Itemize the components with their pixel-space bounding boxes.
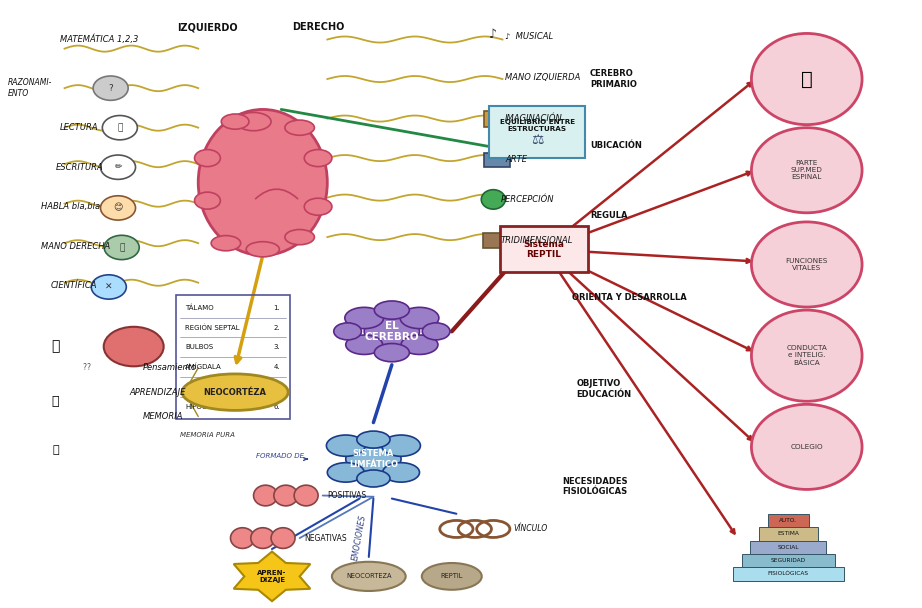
Ellipse shape [274,485,298,506]
Ellipse shape [422,323,450,340]
Ellipse shape [102,116,137,140]
Ellipse shape [285,120,314,136]
FancyBboxPatch shape [484,153,510,167]
Text: 2.: 2. [274,325,280,331]
Ellipse shape [251,528,275,548]
Ellipse shape [326,435,365,456]
Text: ✕: ✕ [105,283,112,291]
Ellipse shape [421,563,481,590]
Ellipse shape [364,317,420,346]
Ellipse shape [304,150,332,167]
Text: CIENTÍFICA: CIENTÍFICA [51,282,97,290]
Ellipse shape [332,562,406,591]
Text: SISTEMA
LIMFÁTICO: SISTEMA LIMFÁTICO [349,449,398,469]
Ellipse shape [374,301,409,319]
Text: NEGATIVAS: NEGATIVAS [304,534,347,542]
Text: NEOCORTÉZA: NEOCORTÉZA [204,388,266,396]
Text: MANO IZQUIERDA: MANO IZQUIERDA [505,74,581,82]
Text: EL
CEREBRO: EL CEREBRO [364,320,420,342]
Text: ✋: ✋ [119,243,124,252]
Text: CONDUCTA
e INTELIG.
BÁSICA: CONDUCTA e INTELIG. BÁSICA [786,345,827,366]
FancyBboxPatch shape [483,233,509,248]
Ellipse shape [221,114,249,130]
Text: MATEMÁTICA 1,2,3: MATEMÁTICA 1,2,3 [60,35,138,44]
Text: 3.: 3. [274,344,280,350]
Text: RAZONAMI-
ENTO: RAZONAMI- ENTO [7,78,52,98]
Text: CEREBRO
PRIMARIO: CEREBRO PRIMARIO [590,69,637,89]
Text: BULBOS: BULBOS [185,344,214,350]
Text: ESTIMA: ESTIMA [777,531,799,536]
Text: 1.: 1. [274,305,280,311]
Ellipse shape [751,33,862,125]
Ellipse shape [374,344,409,362]
Ellipse shape [103,327,163,366]
Text: PARTE
SUP.MED
ESPINAL: PARTE SUP.MED ESPINAL [791,161,822,180]
Ellipse shape [91,275,126,299]
Ellipse shape [751,222,862,307]
Text: EQUILIBRIO ENTRE
ESTRUCTURAS: EQUILIBRIO ENTRE ESTRUCTURAS [500,119,574,132]
Text: HIPOTÁLAMO: HIPOTÁLAMO [185,384,230,390]
Ellipse shape [401,335,438,354]
Text: 5.: 5. [274,384,280,390]
Text: REPTIL: REPTIL [441,573,463,579]
Ellipse shape [195,150,220,167]
Text: VÍNCULO: VÍNCULO [514,525,548,533]
Text: 📖: 📖 [52,395,59,408]
Ellipse shape [751,128,862,213]
Text: SOCIAL: SOCIAL [777,545,799,550]
Text: 💡: 💡 [51,339,60,354]
Text: SEGURIDAD: SEGURIDAD [771,558,806,563]
Ellipse shape [345,308,384,328]
FancyBboxPatch shape [767,514,810,527]
Text: TRIDIMENSIONAL: TRIDIMENSIONAL [501,236,573,244]
Text: LECTURA: LECTURA [60,123,99,132]
Text: HIPOCAMPO: HIPOCAMPO [185,404,227,410]
Ellipse shape [93,76,128,100]
Ellipse shape [100,196,136,220]
FancyBboxPatch shape [751,541,826,554]
FancyBboxPatch shape [741,554,835,567]
Text: PERCEPCIÓN: PERCEPCIÓN [501,195,554,204]
Ellipse shape [211,235,241,251]
Text: UBICACIÓN: UBICACIÓN [590,142,642,150]
Ellipse shape [254,485,278,506]
Text: AUTO.: AUTO. [779,518,798,523]
Ellipse shape [304,198,332,215]
Ellipse shape [334,323,361,340]
Text: REGIÓN SEPTAL: REGIÓN SEPTAL [185,324,240,331]
Text: REGULA: REGULA [590,212,628,220]
Text: ⚖: ⚖ [531,133,543,147]
Text: IMAGINACIÓN: IMAGINACIÓN [505,114,563,123]
Text: 4.: 4. [274,364,280,370]
Text: TÁLAMO: TÁLAMO [185,305,214,311]
Ellipse shape [271,528,295,548]
Polygon shape [233,551,311,601]
Text: MEMORIA: MEMORIA [143,412,183,421]
Text: EMOCIONES: EMOCIONES [351,514,368,561]
Text: ORIENTA Y DESARROLLA: ORIENTA Y DESARROLLA [572,294,686,302]
Ellipse shape [383,463,420,482]
Text: NECESIDADES
FISIOLÓGICAS: NECESIDADES FISIOLÓGICAS [562,477,628,496]
Text: ?: ? [108,84,113,92]
Ellipse shape [285,230,314,245]
Ellipse shape [751,310,862,401]
Text: OBJETIVO
EDUCACIÓN: OBJETIVO EDUCACIÓN [576,379,632,399]
Text: MANO DERECHA: MANO DERECHA [41,242,111,250]
Text: ♪  MUSICAL: ♪ MUSICAL [505,32,553,41]
Text: APRENDIZAJE: APRENDIZAJE [129,388,185,396]
Text: DERECHO: DERECHO [292,22,344,32]
Ellipse shape [382,435,420,456]
FancyBboxPatch shape [733,567,844,581]
Text: 6.: 6. [274,404,280,410]
Text: FORMADO DE: FORMADO DE [256,453,304,459]
Text: Pensamiento: Pensamiento [143,364,197,372]
Ellipse shape [346,335,383,354]
FancyBboxPatch shape [484,111,510,127]
Text: AMÍGDALA: AMÍGDALA [185,364,222,370]
Text: Sistema
REPTIL: Sistema REPTIL [524,240,564,259]
Text: ??: ?? [83,364,93,372]
Ellipse shape [327,463,364,482]
Text: 📚: 📚 [117,123,123,132]
Ellipse shape [236,112,271,131]
